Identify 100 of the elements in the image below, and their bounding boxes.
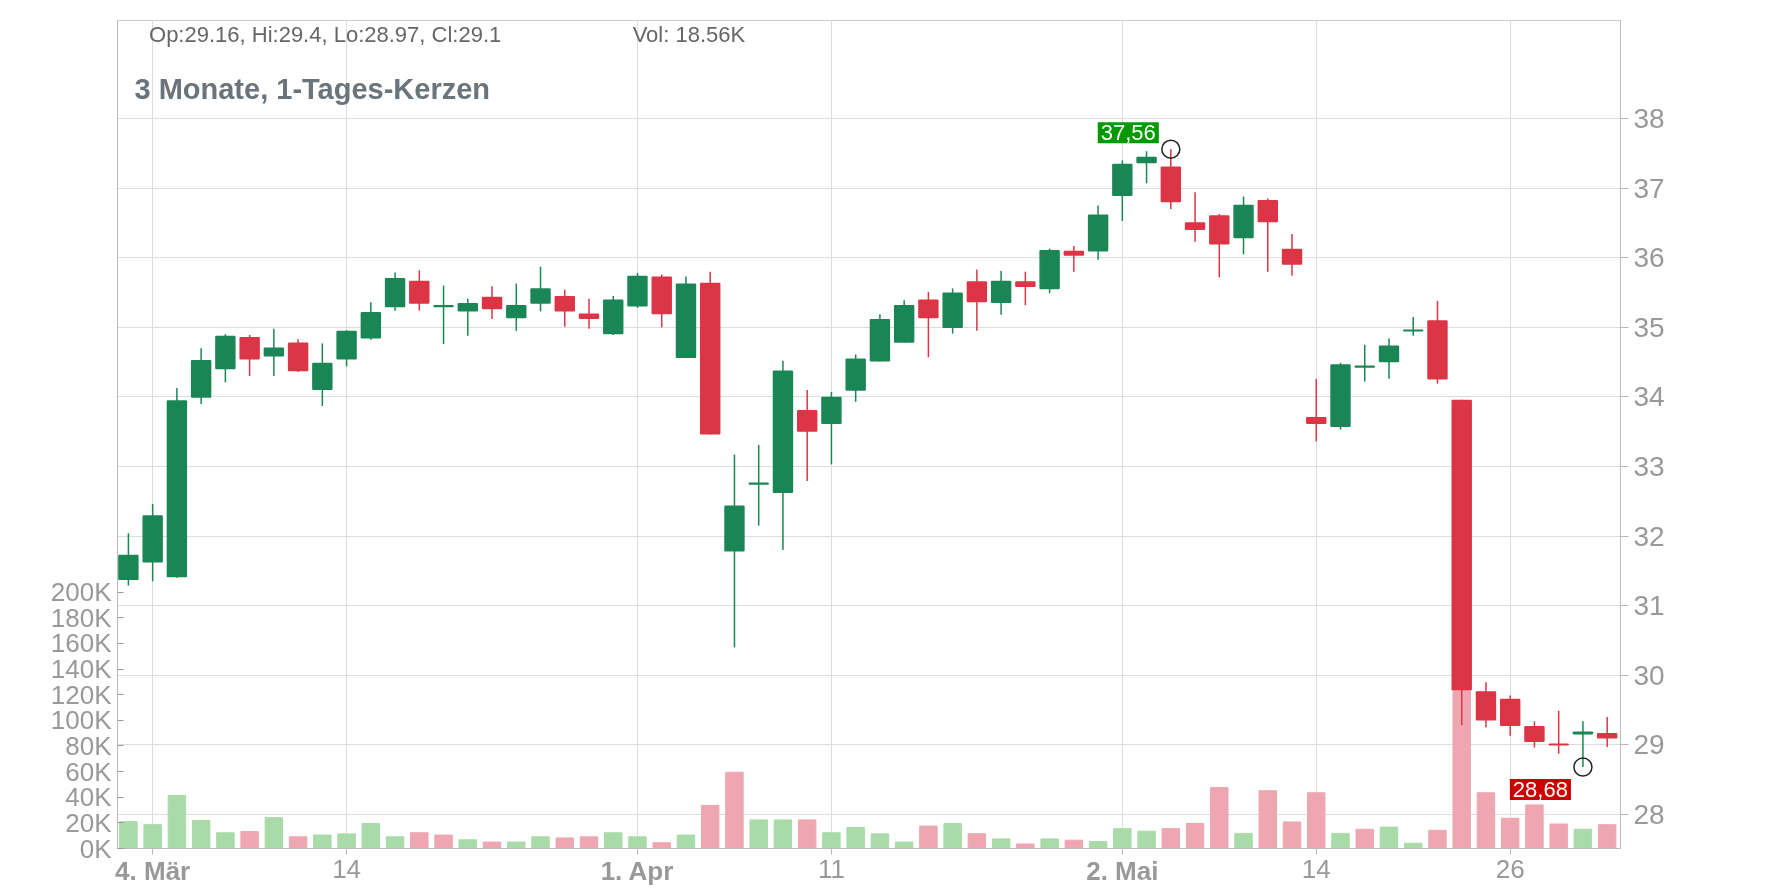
bar <box>119 821 138 849</box>
bar <box>1404 842 1423 849</box>
bar <box>531 836 550 849</box>
bar <box>822 832 841 849</box>
bar <box>288 836 308 849</box>
candlestick <box>796 389 818 482</box>
candlestick <box>554 289 575 328</box>
annotation: Vol: 18.56K <box>632 22 746 48</box>
bar <box>700 804 720 849</box>
candlestick <box>1306 378 1327 443</box>
bar <box>604 832 623 849</box>
text: 3 Monate, 1-Tages-Kerzen <box>134 73 491 106</box>
candlestick <box>1354 343 1375 383</box>
bar <box>1282 821 1302 849</box>
y-tick-label: 29 <box>1633 729 1665 761</box>
candlestick <box>118 532 139 587</box>
bar <box>579 836 599 849</box>
candlestick <box>1015 270 1036 306</box>
bar <box>1573 828 1593 849</box>
x-tick-label: 4. Mär <box>115 855 191 886</box>
y-tick-label: 37 <box>1633 172 1665 204</box>
bar <box>458 839 478 849</box>
bar <box>991 838 1011 849</box>
candlestick <box>481 285 503 320</box>
candlestick <box>1281 233 1303 277</box>
bar <box>676 834 696 849</box>
bar <box>191 820 211 849</box>
bar <box>434 834 453 849</box>
bar <box>797 819 817 849</box>
bar <box>749 819 768 849</box>
y-tick-label: 35 <box>1633 311 1665 343</box>
candlestick <box>990 270 1012 316</box>
candlestick <box>1257 197 1278 273</box>
candlestick <box>1136 150 1157 185</box>
bar <box>313 834 332 849</box>
candlestick <box>1378 337 1400 380</box>
bar <box>1355 828 1374 849</box>
bar <box>143 824 162 849</box>
y-tick-label: 30 <box>1633 659 1665 691</box>
bar <box>1525 804 1544 849</box>
bar <box>240 831 259 849</box>
annotation: 37,56 <box>1100 120 1156 146</box>
bar <box>870 833 890 849</box>
bar <box>652 842 671 849</box>
bar <box>725 771 744 849</box>
candlestick <box>1524 720 1545 749</box>
bar <box>507 841 526 849</box>
candlestick <box>1596 716 1618 748</box>
bar <box>1476 792 1496 849</box>
bar <box>1258 790 1278 849</box>
candlestick <box>506 282 527 332</box>
candlestick <box>409 269 430 312</box>
bar <box>894 841 914 849</box>
bar <box>167 794 187 849</box>
candlestick <box>1403 316 1424 337</box>
bar <box>773 819 793 849</box>
bar <box>967 833 987 849</box>
y-tick-label: 38 <box>1633 103 1665 135</box>
bar <box>385 836 405 849</box>
x-tick-label: 26 <box>1495 853 1525 884</box>
x-tick-label: 11 <box>817 853 845 884</box>
candlestick <box>1548 709 1569 755</box>
candlestick <box>966 268 988 332</box>
bar <box>1113 828 1132 849</box>
bar <box>216 832 235 849</box>
bar <box>1549 823 1568 849</box>
bar <box>361 823 381 849</box>
bar <box>1161 828 1181 849</box>
bar <box>846 826 865 849</box>
y-tick-label: 34 <box>1633 381 1665 413</box>
bar <box>1379 826 1399 849</box>
bar <box>337 833 356 849</box>
bar <box>1185 823 1205 849</box>
bar <box>1210 787 1229 849</box>
candlestick <box>1063 245 1085 273</box>
bar <box>264 817 284 849</box>
bar <box>555 837 574 849</box>
y-tick-label: 33 <box>1633 451 1665 483</box>
candlestick <box>457 298 478 337</box>
x-tick-label: 1. Apr <box>600 855 674 886</box>
candlestick <box>918 291 939 359</box>
y-tick-label: 31 <box>1633 590 1665 622</box>
bar <box>482 841 502 849</box>
bar <box>410 832 429 849</box>
bar <box>1597 824 1617 849</box>
bar <box>943 823 962 849</box>
candlestick <box>748 444 769 527</box>
bar <box>1234 832 1253 849</box>
candlestick <box>530 266 551 313</box>
bar <box>1307 792 1326 849</box>
bar <box>1016 843 1035 849</box>
bar <box>1064 839 1084 849</box>
x-tick-label: 14 <box>1301 853 1331 884</box>
bar <box>628 836 647 849</box>
candlestick <box>263 327 285 377</box>
y-tick-label: 28 <box>1633 798 1665 830</box>
candlestick <box>239 334 260 377</box>
x-tick-label: 14 <box>332 853 362 884</box>
bar <box>1040 838 1059 849</box>
annotation: 28,68 <box>1512 777 1568 803</box>
